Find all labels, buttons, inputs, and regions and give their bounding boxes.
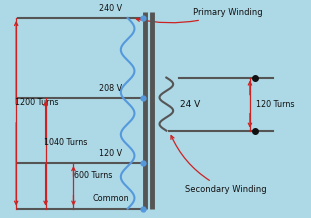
Text: Secondary Winding: Secondary Winding xyxy=(171,136,267,194)
Text: 600 Turns: 600 Turns xyxy=(74,170,113,180)
Text: 240 V: 240 V xyxy=(99,4,122,13)
Text: 120 V: 120 V xyxy=(99,149,122,158)
Text: Common: Common xyxy=(92,194,129,203)
Text: Primary Winding: Primary Winding xyxy=(136,8,262,23)
Text: 1200 Turns: 1200 Turns xyxy=(15,98,58,107)
Text: 1040 Turns: 1040 Turns xyxy=(44,138,87,147)
Text: 208 V: 208 V xyxy=(99,84,122,93)
Text: 24 V: 24 V xyxy=(180,100,201,109)
Text: 120 Turns: 120 Turns xyxy=(256,100,294,109)
